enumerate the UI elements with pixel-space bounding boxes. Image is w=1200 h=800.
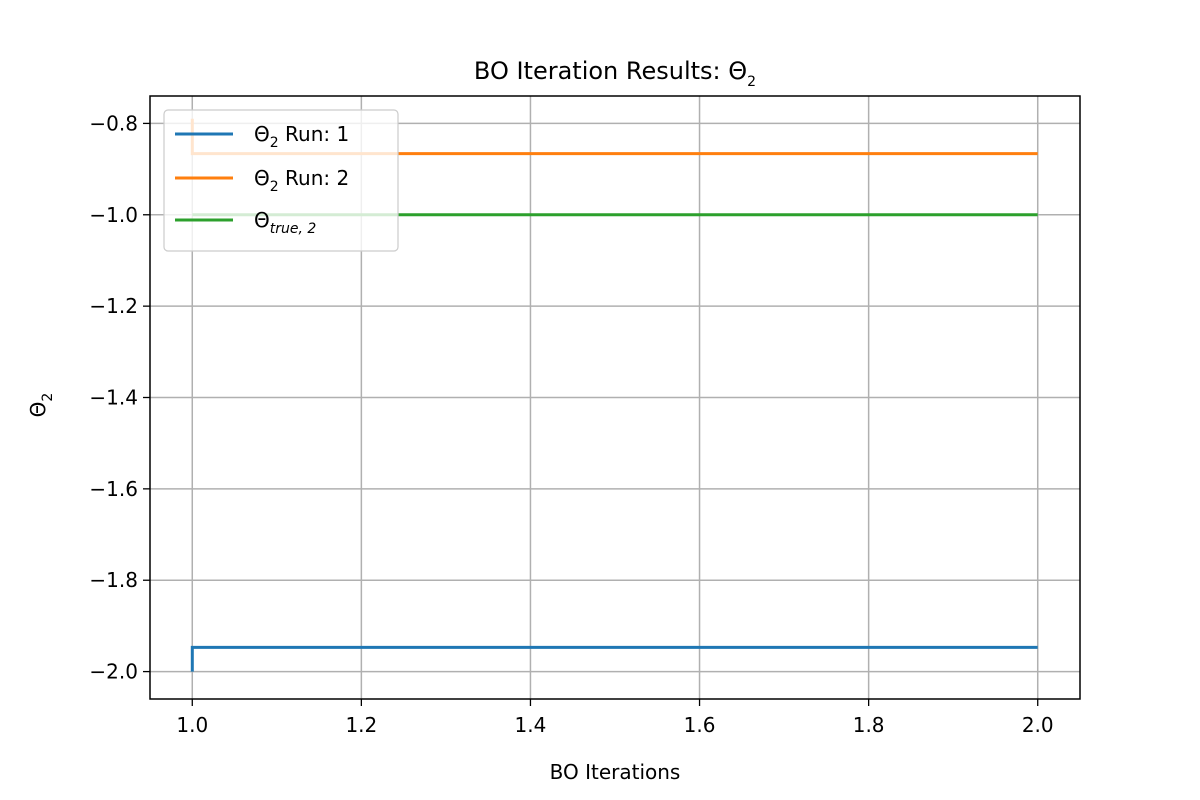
legend-label-run-2: Θ2 Run: 2 [254,166,349,195]
y-tick-label: −1.6 [89,477,138,501]
y-axis-ticks: −2.0 −1.8 −1.6 −1.4 −1.2 −1.0 −0.8 [89,111,150,684]
x-tick-label: 1.0 [176,713,208,737]
y-tick-label: −1.8 [89,568,138,592]
x-tick-label: 1.6 [684,713,716,737]
chart-title: BO Iteration Results: Θ2 [474,57,756,90]
x-tick-label: 1.4 [515,713,547,737]
legend-label-run-1: Θ2 Run: 1 [254,122,349,151]
y-tick-label: −0.8 [89,111,138,135]
legend: Θ2 Run: 1 Θ2 Run: 2 Θtrue, 2 [163,109,399,252]
y-tick-label: −1.0 [89,203,138,227]
x-axis-ticks: 1.0 1.2 1.4 1.6 1.8 2.0 [176,699,1054,737]
x-axis-label: BO Iterations [550,760,681,784]
legend-box [163,109,399,252]
y-tick-label: −2.0 [89,660,138,684]
y-tick-label: −1.2 [89,294,138,318]
series-line-1 [190,645,1038,672]
x-tick-label: 1.8 [853,713,885,737]
y-tick-label: −1.4 [89,386,138,410]
x-tick-label: 1.2 [345,713,377,737]
y-axis-label: Θ2 [26,393,56,418]
x-tick-label: 2.0 [1022,713,1054,737]
legend-label-true: Θtrue, 2 [254,208,316,237]
